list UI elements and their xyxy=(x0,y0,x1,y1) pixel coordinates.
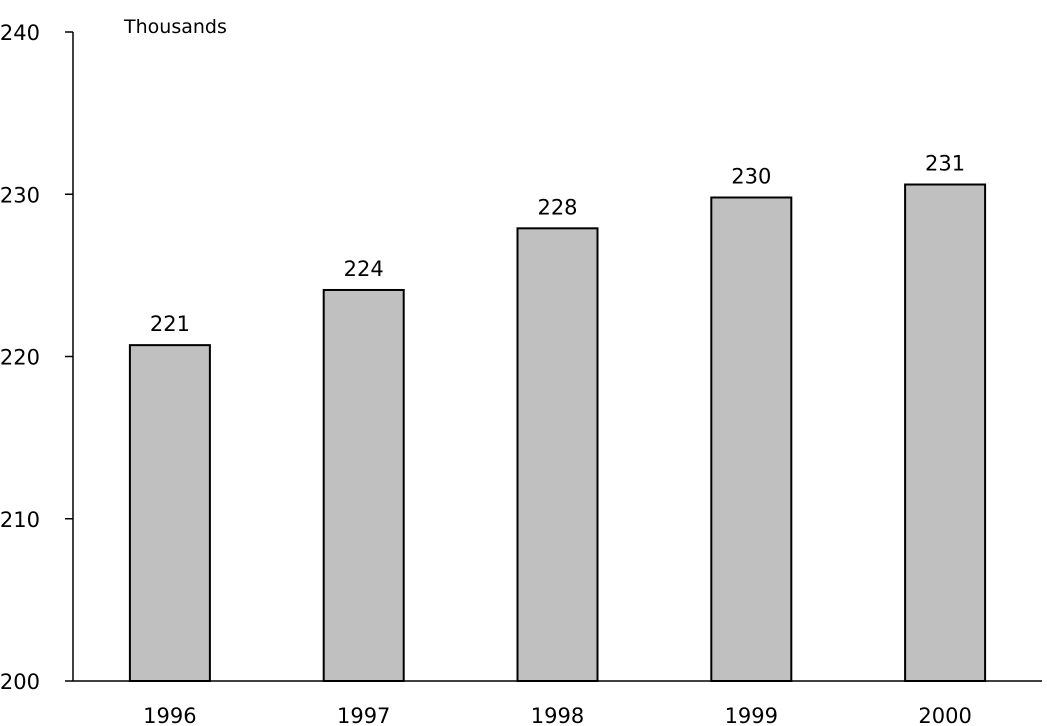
bars-layer xyxy=(128,183,987,682)
x-tick-label-1996: 1996 xyxy=(143,704,196,726)
bar-2000 xyxy=(904,183,987,682)
x-tick-label-1997: 1997 xyxy=(337,704,390,726)
axes xyxy=(65,31,1042,682)
x-tick-label-2000: 2000 xyxy=(918,704,971,726)
data-label-1998: 228 xyxy=(537,195,577,219)
y-tick-label: 230 xyxy=(0,183,40,207)
bar-1999 xyxy=(710,196,793,682)
y-axis-unit-label: Thousands xyxy=(123,16,227,38)
data-label-1996: 221 xyxy=(150,312,190,336)
y-tick-label: 220 xyxy=(0,346,40,370)
y-tick-label: 240 xyxy=(0,21,40,45)
data-label-1999: 230 xyxy=(731,164,771,188)
bar-1998 xyxy=(516,227,599,682)
labels-layer: 200 210 220 230 240 221 1996 224 1997 228 1998 230 1… xyxy=(0,21,972,726)
bar-1996 xyxy=(128,344,211,682)
data-label-2000: 231 xyxy=(925,152,965,176)
x-tick-label-1999: 1999 xyxy=(725,704,778,726)
bar-1997 xyxy=(322,288,405,682)
y-tick-label: 200 xyxy=(0,670,40,694)
data-label-1997: 224 xyxy=(344,257,384,281)
x-tick-label-1998: 1998 xyxy=(531,704,584,726)
y-tick-label: 210 xyxy=(0,508,40,532)
